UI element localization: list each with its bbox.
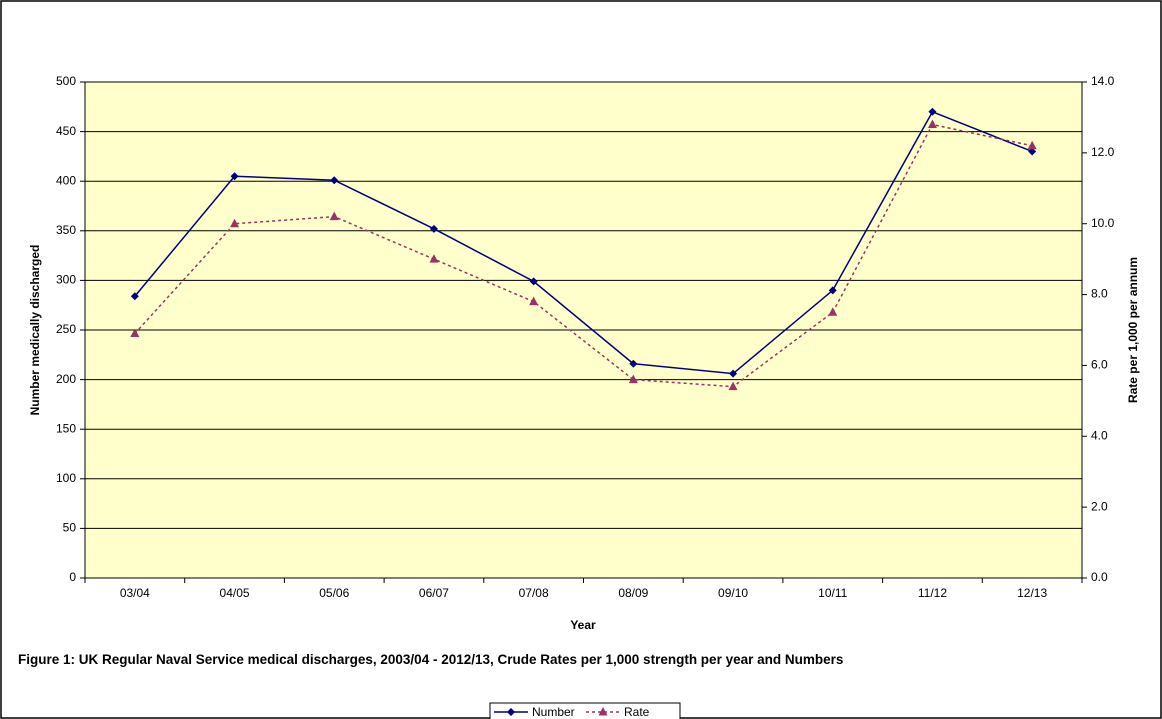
y-tick-label: 200	[56, 372, 76, 386]
y-tick-label: 350	[56, 223, 76, 237]
data-point	[130, 328, 140, 338]
data-point	[1028, 147, 1037, 156]
data-point	[429, 254, 439, 263]
legend-marker	[598, 707, 608, 716]
y-tick-label: 100	[56, 471, 76, 485]
data-point	[628, 374, 638, 384]
y-tick-label: 500	[56, 74, 76, 88]
y2-tick-label: 14.0	[1091, 74, 1115, 88]
y-tick-label: 250	[56, 322, 76, 336]
x-tick-label: 11/12	[918, 586, 947, 600]
x-tick-label: 12/13	[1017, 586, 1047, 600]
series-line	[134, 123, 1033, 388]
data-point	[729, 369, 738, 378]
data-point	[529, 277, 538, 286]
y-tick-label: 400	[56, 173, 76, 187]
y2-tick-label: 4.0	[1091, 428, 1108, 442]
y-tick-label: 300	[56, 273, 76, 287]
y-tick-label: 0	[69, 570, 76, 584]
y2-tick-label: 2.0	[1091, 499, 1108, 513]
data-point	[728, 381, 738, 391]
x-tick-label: 09/10	[718, 586, 748, 600]
y-tick-label: 50	[63, 521, 77, 535]
y-tick-label: 450	[56, 124, 76, 138]
x-axis-label: Year	[570, 618, 596, 632]
x-tick-label: 03/04	[120, 586, 150, 600]
x-tick-label: 05/06	[319, 586, 349, 600]
y2-tick-label: 0.0	[1091, 570, 1108, 584]
data-point	[429, 224, 438, 233]
data-point	[230, 218, 240, 228]
x-tick-label: 04/05	[220, 586, 250, 600]
data-point	[927, 119, 937, 129]
data-point	[828, 307, 838, 316]
data-point	[1027, 140, 1037, 150]
chart-title: Figure 1: UK Regular Naval Service medic…	[18, 652, 844, 667]
data-point	[329, 211, 339, 221]
legend-box	[489, 702, 681, 719]
series-line	[134, 110, 1033, 375]
data-point	[928, 107, 937, 116]
y2-tick-label: 6.0	[1091, 358, 1108, 372]
y2-tick-label: 8.0	[1091, 287, 1108, 301]
legend-label: Number	[532, 705, 575, 719]
data-point	[828, 286, 837, 295]
x-tick-label: 08/09	[618, 586, 648, 600]
y2-tick-label: 12.0	[1091, 145, 1115, 159]
y2-tick-label: 10.0	[1091, 216, 1115, 230]
x-tick-label: 10/11	[818, 586, 847, 600]
data-point	[629, 359, 638, 368]
data-point	[330, 176, 339, 185]
legend-marker	[507, 708, 515, 716]
y2-axis-label: Rate per 1,000 per annum	[1126, 257, 1140, 403]
legend-label: Rate	[624, 705, 650, 719]
y-axis-label: Number medically discharged	[28, 245, 42, 416]
x-tick-label: 06/07	[419, 586, 449, 600]
data-point	[529, 296, 539, 306]
x-tick-label: 07/08	[519, 586, 549, 600]
data-point	[130, 292, 139, 301]
y-tick-label: 150	[56, 421, 76, 435]
data-point	[230, 172, 239, 181]
